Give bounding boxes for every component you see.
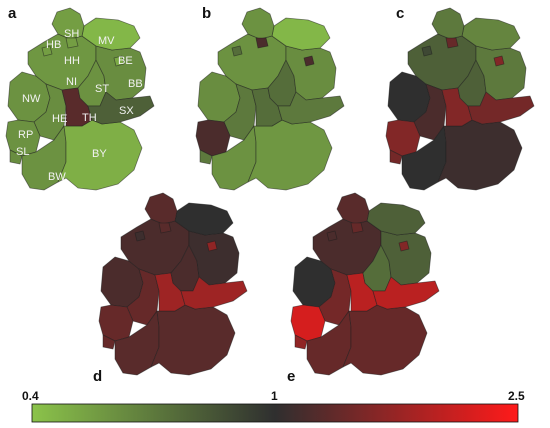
region-sh-c [431,7,465,40]
region-group-d [98,192,248,376]
region-be-e [398,240,410,252]
region-label-hh: HH [64,55,80,67]
region-sl-b [199,149,213,165]
panel-letter-e: e [287,368,295,385]
region-group-b [195,7,345,191]
region-label-hb: HB [46,39,61,51]
region-be-b [303,55,315,67]
region-sh-b [241,7,275,40]
panel-letter-d: d [93,368,102,385]
map-panel-c: c [385,5,535,191]
region-be-a [113,55,125,67]
region-label-mv: MV [98,35,115,47]
region-sh-d [144,192,178,225]
region-label-he: HE [52,113,67,125]
region-sx-e [372,276,440,310]
region-mv-a [81,17,141,51]
region-label-nw: NW [22,93,41,105]
panel-letter-b: b [202,5,211,22]
panel-letter-a: a [8,5,17,22]
region-sl-c [389,149,403,165]
map-panel-d: d [93,192,248,385]
region-mv-e [366,202,426,236]
region-hb-c [421,45,433,57]
region-be-c [493,55,505,67]
region-sl-d [102,334,116,350]
region-label-st: ST [95,83,109,95]
colorbar-mid-label: 1 [271,389,278,403]
region-label-by: BY [92,148,107,160]
region-hh-e [350,222,364,234]
map-panel-a: a SH HB HH MV BE NI ST BB NW HE TH SX RP… [5,5,155,191]
region-group-c [385,7,535,191]
region-by-d [150,304,236,376]
region-sh-e [336,192,370,225]
region-label-rp: RP [18,129,33,141]
region-by-c [437,119,523,191]
region-by-b [247,119,333,191]
region-hh-b [255,37,269,49]
region-mv-b [271,17,331,51]
region-hb-e [326,230,338,242]
colorbar: 0.4 1 2.5 [22,389,525,423]
region-sx-d [180,276,248,310]
region-mv-d [174,202,234,236]
region-sx-c [467,91,535,125]
region-sl-e [294,334,308,350]
region-label-be: BE [118,55,133,67]
region-label-bb: BB [128,78,143,90]
region-be-d [206,240,218,252]
colorbar-max-label: 2.5 [508,389,525,403]
region-hb-b [231,45,243,57]
region-hb-d [134,230,146,242]
colorbar-gradient [31,403,519,423]
region-hh-d [158,222,172,234]
map-panel-e: e [287,192,440,385]
region-labels-a: SH HB HH MV BE NI ST BB NW HE TH SX RP S… [16,28,143,183]
map-panel-b: b [195,5,345,191]
region-label-th: TH [82,112,97,124]
region-label-bw: BW [48,171,66,183]
colorbar-min-label: 0.4 [22,389,39,403]
region-label-sl: SL [16,146,29,158]
region-hh-c [445,37,459,49]
region-mv-c [461,17,521,51]
region-sh-a [51,7,85,40]
region-group-e [290,192,440,376]
region-label-sh: SH [64,28,79,40]
region-label-ni: NI [66,76,77,88]
panel-letter-c: c [396,5,404,22]
region-sx-b [277,91,345,125]
region-group-a [5,7,155,191]
region-hh-a [65,37,79,49]
region-hb-a [41,45,53,57]
region-sl-a [9,149,23,165]
region-sx-a [87,91,155,125]
region-by-e [342,304,428,376]
region-label-sx: SX [119,105,134,117]
